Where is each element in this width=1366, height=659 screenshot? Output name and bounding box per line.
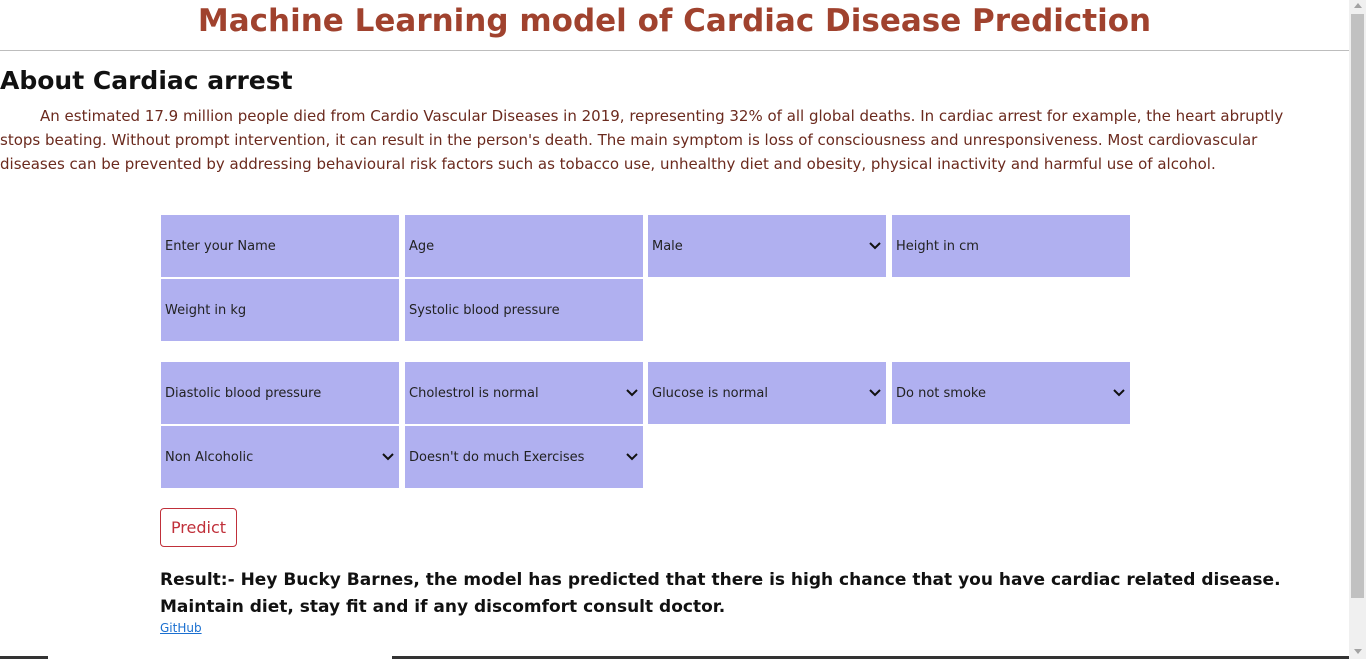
diastolic-input-placeholder: Diastolic blood pressure [165,385,322,401]
predict-button[interactable]: Predict [160,508,237,547]
bottom-divider [392,656,1349,659]
scroll-up-arrow-icon[interactable] [1354,3,1362,8]
glucose-select-value: Glucose is normal [652,385,768,401]
weight-input[interactable]: Weight in kg [161,279,399,341]
chevron-down-icon [625,386,639,400]
gender-select[interactable]: Male [648,215,886,277]
height-input-placeholder: Height in cm [896,238,979,254]
smoke-select-value: Do not smoke [896,385,986,401]
age-input[interactable]: Age [405,215,643,277]
exercise-select-value: Doesn't do much Exercises [409,449,585,465]
result-text: Result:- Hey Bucky Barnes, the model has… [160,570,1281,617]
about-title: About Cardiac arrest [0,66,293,95]
alcohol-select-value: Non Alcoholic [165,449,254,465]
gender-select-value: Male [652,238,683,254]
glucose-select[interactable]: Glucose is normal [648,362,886,424]
age-input-placeholder: Age [409,238,435,254]
diastolic-input[interactable]: Diastolic blood pressure [161,362,399,424]
scroll-down-arrow-icon[interactable] [1354,649,1362,654]
alcohol-select[interactable]: Non Alcoholic [161,426,399,488]
height-input[interactable]: Height in cm [892,215,1130,277]
chevron-down-icon [1112,386,1126,400]
cholesterol-select-value: Cholestrol is normal [409,385,539,401]
chevron-down-icon [625,450,639,464]
name-input[interactable]: Enter your Name [161,215,399,277]
page-title: Machine Learning model of Cardiac Diseas… [197,3,1152,39]
name-input-placeholder: Enter your Name [165,238,276,254]
scrollbar-thumb[interactable] [1351,14,1364,598]
about-text: An estimated 17.9 million people died fr… [0,107,1284,173]
page-header: Machine Learning model of Cardiac Diseas… [0,0,1349,51]
chevron-down-icon [381,450,395,464]
chevron-down-icon [868,386,882,400]
cholesterol-select[interactable]: Cholestrol is normal [405,362,643,424]
weight-input-placeholder: Weight in kg [165,302,247,318]
systolic-input-placeholder: Systolic blood pressure [409,302,560,318]
bottom-divider [0,656,48,659]
systolic-input[interactable]: Systolic blood pressure [405,279,643,341]
github-link[interactable]: GitHub [160,621,202,635]
smoke-select[interactable]: Do not smoke [892,362,1130,424]
chevron-down-icon [868,239,882,253]
exercise-select[interactable]: Doesn't do much Exercises [405,426,643,488]
